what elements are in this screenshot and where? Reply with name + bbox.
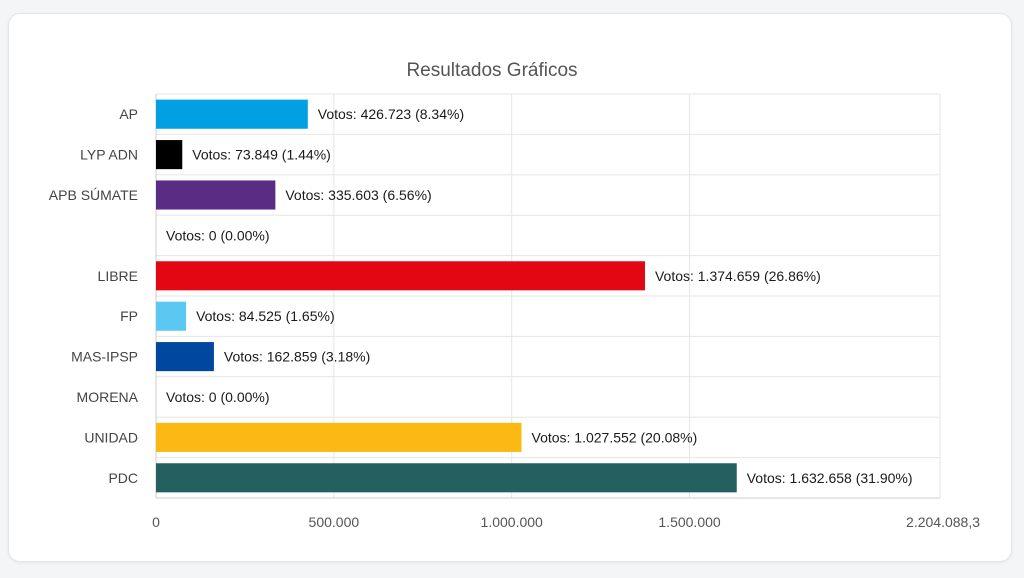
x-tick-label: 500.000 bbox=[309, 514, 360, 530]
data-label: Votos: 335.603 (6.56%) bbox=[285, 187, 431, 203]
category-labels: AP LYP ADN APB SÚMATE LIBRE FP MAS-IPSP MORENA… bbox=[49, 106, 139, 486]
data-label: Votos: 1.632.658 (31.90%) bbox=[747, 470, 913, 486]
data-label: Votos: 1.374.659 (26.86%) bbox=[655, 268, 821, 284]
bar[interactable] bbox=[156, 301, 187, 331]
bar[interactable] bbox=[156, 261, 645, 291]
x-axis-ticks: 0 500.000 1.000.000 1.500.000 2.204.088,3 bbox=[152, 514, 980, 530]
data-label: Votos: 0 (0.00%) bbox=[166, 227, 270, 243]
data-label: Votos: 84.525 (1.65%) bbox=[196, 308, 335, 324]
category-label: UNIDAD bbox=[84, 429, 138, 445]
chart-card: Resultados Gráficos AP LYP ADN APB SÚMATE L… bbox=[8, 13, 1012, 562]
grid bbox=[155, 93, 941, 499]
x-tick-label: 0 bbox=[152, 514, 160, 530]
category-label: PDC bbox=[108, 470, 138, 486]
bar[interactable] bbox=[156, 99, 308, 129]
x-tick-label: 2.204.088,3 bbox=[906, 514, 980, 530]
data-label: Votos: 1.027.552 (20.08%) bbox=[532, 429, 698, 445]
bar[interactable] bbox=[156, 463, 737, 493]
bar[interactable] bbox=[156, 422, 522, 452]
category-label: APB SÚMATE bbox=[49, 187, 138, 203]
bar[interactable] bbox=[156, 342, 214, 372]
bars bbox=[156, 99, 737, 493]
chart-title: Resultados Gráficos bbox=[406, 60, 577, 81]
data-label: Votos: 162.859 (3.18%) bbox=[224, 349, 370, 365]
data-label: Votos: 426.723 (8.34%) bbox=[318, 106, 464, 122]
category-label: MORENA bbox=[77, 389, 139, 405]
x-tick-label: 1.500.000 bbox=[658, 514, 720, 530]
x-tick-label: 1.000.000 bbox=[481, 514, 543, 530]
bar[interactable] bbox=[156, 140, 183, 170]
category-label: LIBRE bbox=[98, 268, 138, 284]
bar-chart: Resultados Gráficos AP LYP ADN APB SÚMATE L… bbox=[49, 60, 980, 530]
category-label: FP bbox=[120, 308, 138, 324]
data-label: Votos: 0 (0.00%) bbox=[166, 389, 270, 405]
category-label: MAS-IPSP bbox=[71, 349, 138, 365]
category-label: LYP ADN bbox=[80, 147, 138, 163]
category-label: AP bbox=[119, 106, 138, 122]
data-labels: Votos: 426.723 (8.34%) Votos: 73.849 (1.4… bbox=[166, 106, 913, 486]
bar[interactable] bbox=[156, 180, 276, 210]
data-label: Votos: 73.849 (1.44%) bbox=[192, 147, 331, 163]
